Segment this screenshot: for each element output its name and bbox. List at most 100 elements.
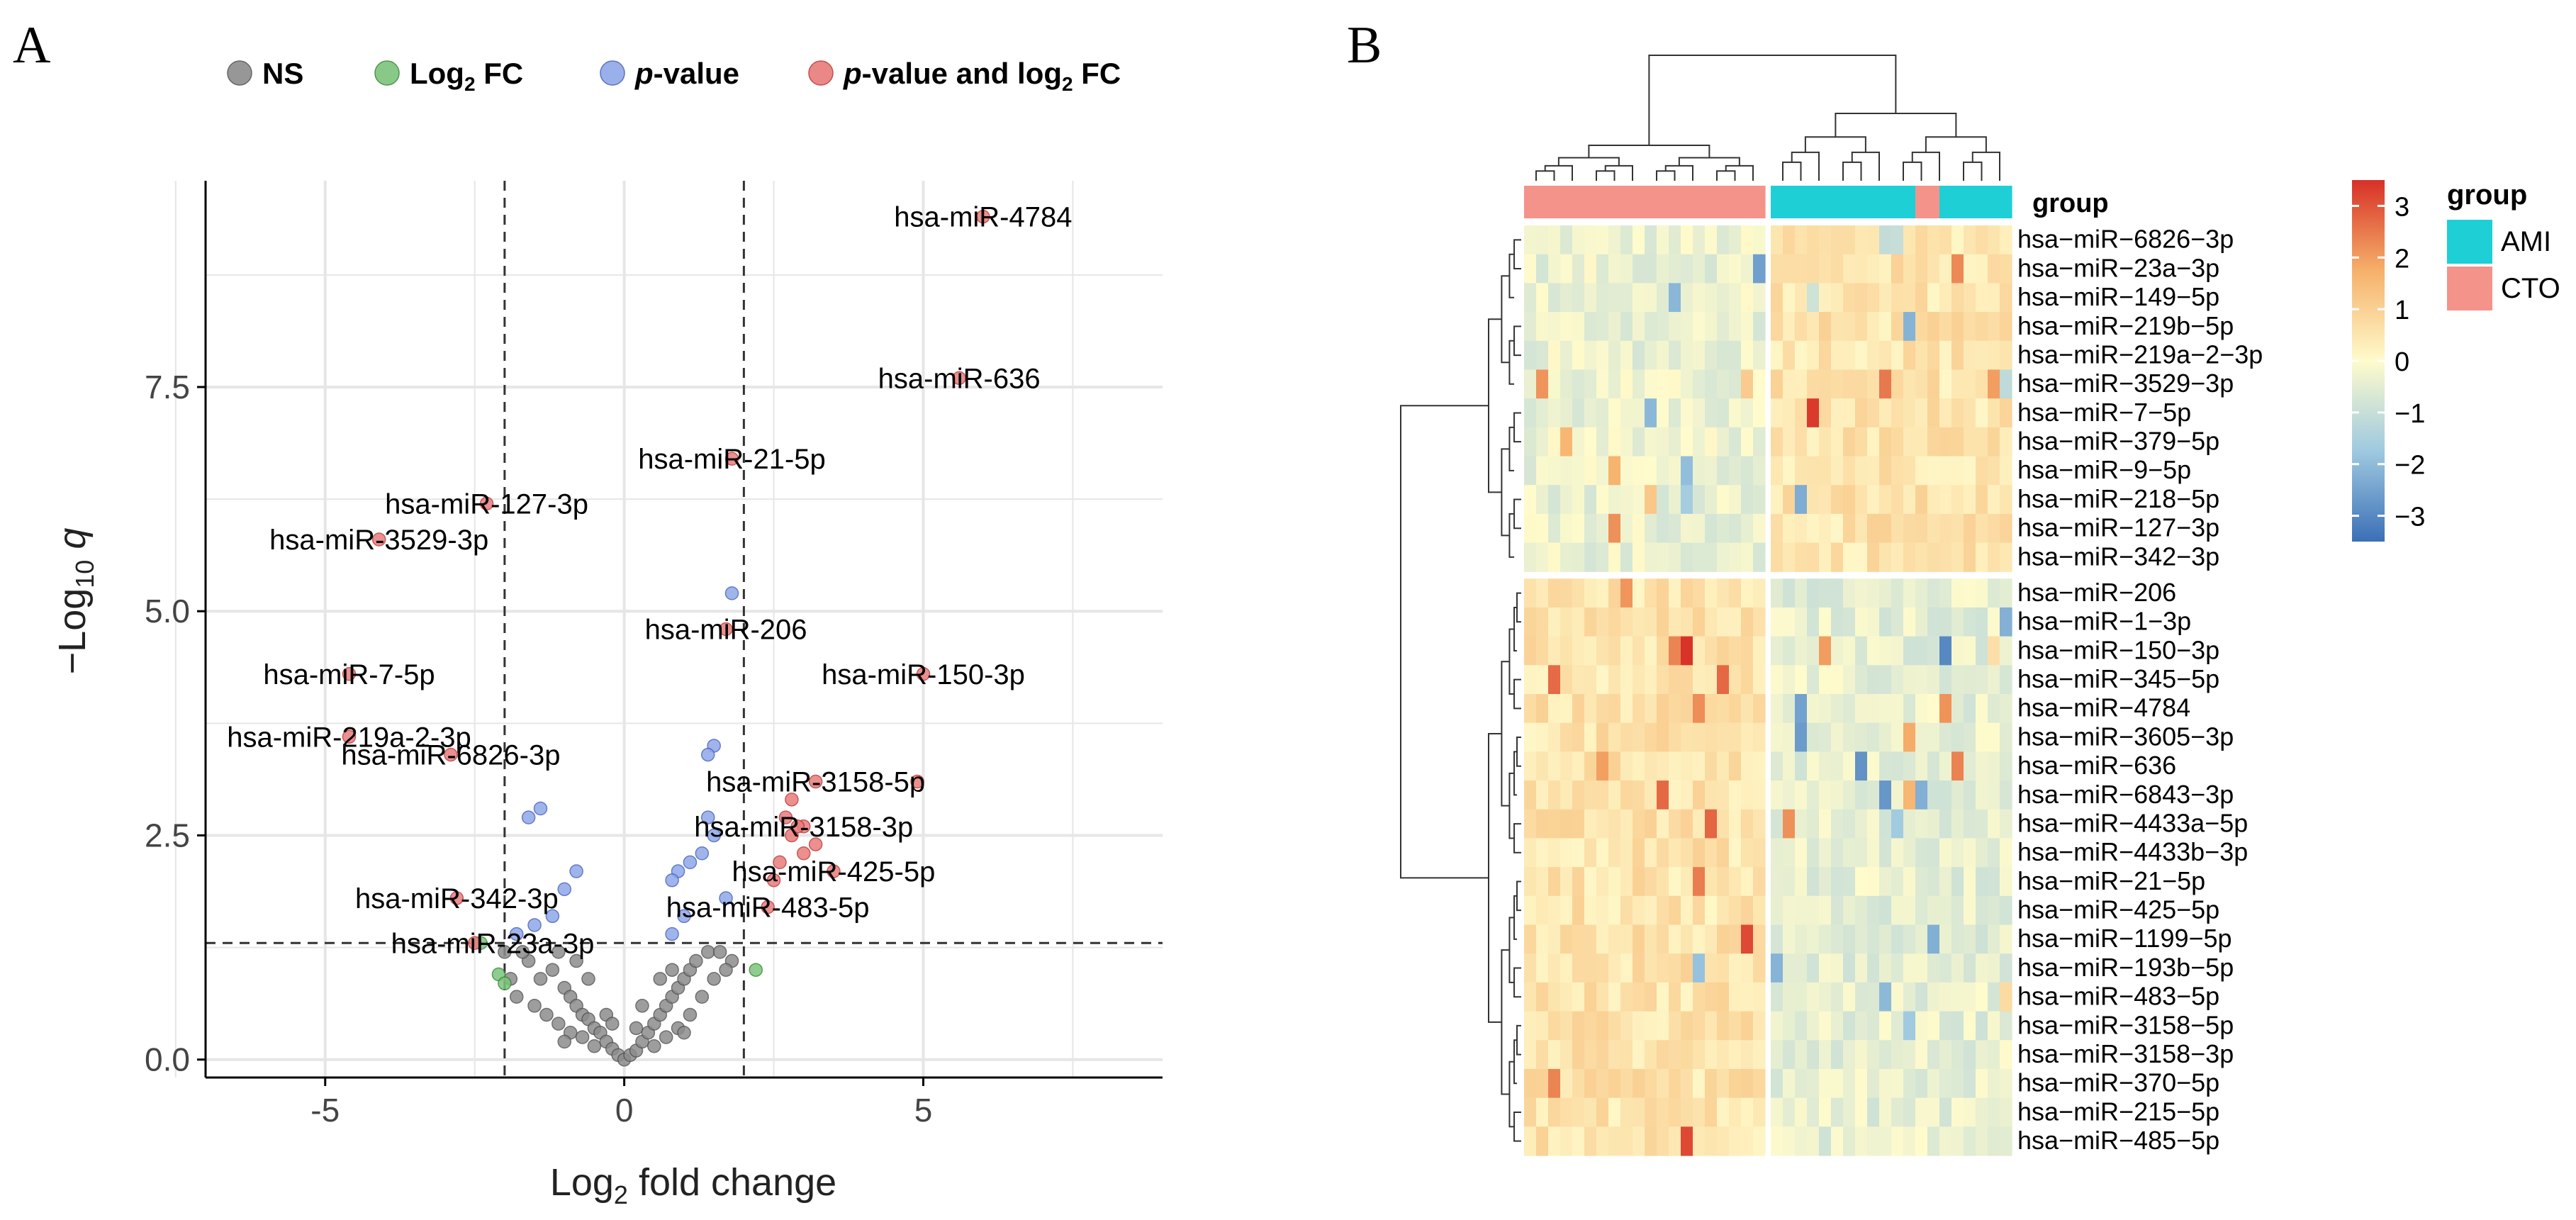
heatmap-cell	[1584, 427, 1597, 457]
heatmap-cell	[1783, 427, 1796, 457]
heatmap-cell	[1831, 636, 1844, 666]
heatmap-cell	[1741, 636, 1754, 666]
heatmap-cell	[1771, 456, 1783, 486]
heatmap-cell	[1964, 340, 1976, 371]
heatmap-cell	[1572, 1040, 1585, 1070]
heatmap-cell	[1693, 982, 1706, 1012]
heatmap-cell	[1879, 1097, 1892, 1127]
heatmap-cell	[1964, 838, 1976, 868]
heatmap-cell	[1584, 751, 1597, 781]
heatmap-cell	[1717, 254, 1730, 284]
heatmap-cell	[1843, 485, 1856, 515]
heatmap-cell	[1879, 636, 1892, 666]
heatmap-cell	[1620, 542, 1633, 572]
heatmap-cell	[1964, 485, 1976, 515]
heatmap-cell	[1548, 838, 1561, 868]
heatmap-cell	[1717, 1097, 1730, 1127]
heatmap-cell	[1681, 982, 1693, 1012]
heatmap-cell	[1596, 867, 1609, 897]
heatmap-cell	[1867, 953, 1880, 983]
heatmap-cell	[1964, 398, 1976, 428]
heatmap-cell	[1608, 751, 1621, 781]
heatmap-cell	[1741, 838, 1754, 868]
data-point	[545, 909, 560, 924]
annotation-cell	[2000, 186, 2012, 218]
heatmap-cell	[1855, 867, 1868, 897]
heatmap-cell	[1657, 1040, 1669, 1070]
heatmap-cell	[1681, 513, 1693, 544]
heatmap-cell	[2000, 254, 2012, 284]
heatmap-cell	[1741, 398, 1754, 428]
heatmap-cell	[1831, 982, 1844, 1012]
annotation-cell	[1693, 186, 1706, 218]
heatmap-cell	[1927, 254, 1940, 284]
dendrogram-link	[1557, 157, 1620, 166]
heatmap-cell	[1855, 607, 1868, 637]
heatmap-cell	[1753, 369, 1766, 399]
heatmap-cell	[1536, 254, 1549, 284]
heatmap-cell	[1807, 225, 1820, 255]
heatmap-cell	[2000, 427, 2012, 457]
annotation-cell	[1524, 186, 1537, 218]
heatmap-cell	[1891, 1097, 1904, 1127]
heatmap-cell	[1939, 895, 1952, 926]
heatmap-cell	[1657, 312, 1669, 342]
point-label: hsa-miR-3158-3p	[694, 812, 913, 843]
heatmap-cell	[1795, 542, 1808, 572]
heatmap-cell	[1572, 924, 1585, 954]
heatmap-cell	[1717, 398, 1730, 428]
heatmap-cell	[1524, 809, 1537, 839]
heatmap-cell	[1693, 780, 1706, 810]
heatmap-cell	[1988, 895, 2000, 926]
dendrogram-link	[1903, 161, 1922, 181]
heatmap-cell	[1741, 456, 1754, 486]
heatmap-cell	[1939, 665, 1952, 695]
data-point	[647, 1039, 661, 1053]
heatmap-cell	[1753, 1040, 1766, 1070]
data-point	[539, 1007, 554, 1022]
heatmap-cell	[1771, 369, 1783, 399]
data-point	[707, 828, 721, 843]
heatmap-cell	[1976, 485, 1988, 515]
heatmap-cell	[1951, 607, 1964, 637]
heatmap-cell	[1867, 542, 1880, 572]
heatmap-cell	[1807, 867, 1820, 897]
heatmap-cell	[1596, 312, 1609, 342]
heatmap-cell	[1976, 1040, 1988, 1070]
heatmap-cell	[1753, 982, 1766, 1012]
heatmap-cell	[1584, 312, 1597, 342]
heatmap-cell	[1584, 340, 1597, 371]
annotation-cell	[1536, 186, 1549, 218]
data-point	[766, 873, 781, 888]
data-point	[761, 900, 775, 914]
annotation-cell	[1976, 186, 1988, 218]
heatmap-cell	[1964, 513, 1976, 544]
heatmap-cell	[1843, 254, 1856, 284]
dendrogram-link	[1513, 412, 1521, 443]
heatmap-cell	[1572, 225, 1585, 255]
heatmap-cell	[1717, 456, 1730, 486]
annotation-cell	[1608, 186, 1621, 218]
heatmap-cell	[1988, 283, 2000, 313]
heatmap-cell	[2000, 1068, 2012, 1099]
heatmap-cell	[1927, 398, 1940, 428]
heatmap-cell	[1976, 1068, 1988, 1099]
heatmap-cell	[1536, 665, 1549, 695]
heatmap-cell	[1548, 225, 1561, 255]
x-tick-label: -5	[310, 1092, 340, 1129]
heatmap-cell	[1717, 809, 1730, 839]
row-label: hsa−miR−425−5p	[2017, 895, 2219, 924]
heatmap-cell	[1657, 542, 1669, 572]
heatmap-cell	[1964, 369, 1976, 399]
heatmap-cell	[1741, 225, 1754, 255]
row-label: hsa−miR−219b−5p	[2017, 311, 2234, 340]
heatmap-cell	[1608, 895, 1621, 926]
heatmap-cell	[1915, 427, 1928, 457]
heatmap-cell	[1891, 665, 1904, 695]
heatmap-cell	[1669, 694, 1681, 724]
heatmap-cell	[1633, 722, 1645, 752]
heatmap-cell	[1548, 694, 1561, 724]
heatmap-cell	[1633, 1068, 1645, 1099]
heatmap-cell	[1548, 924, 1561, 954]
heatmap-cell	[1988, 225, 2000, 255]
